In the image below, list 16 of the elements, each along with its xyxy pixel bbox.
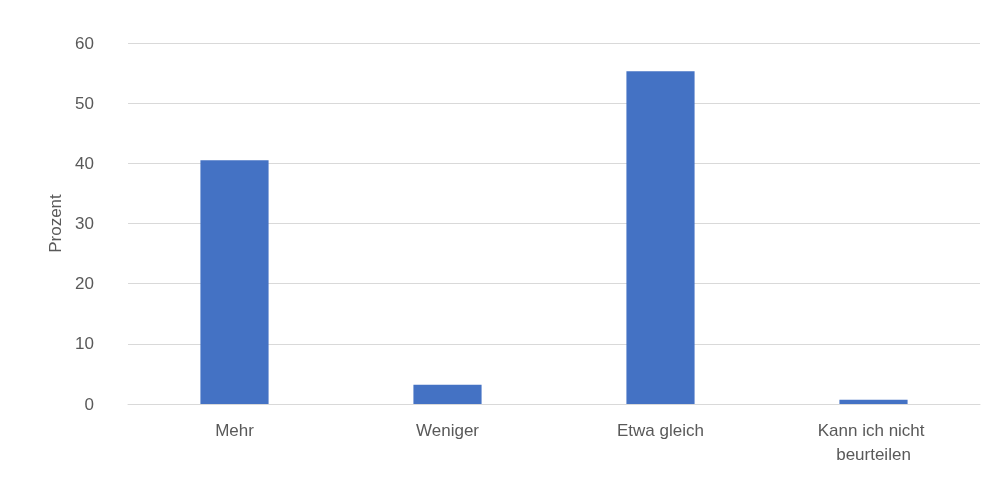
x-tick-label: Etwa gleich <box>617 420 704 440</box>
bar <box>200 160 269 404</box>
bar <box>839 399 908 404</box>
bar <box>626 71 695 404</box>
bar <box>413 384 482 404</box>
y-tick-label: 20 <box>75 274 94 294</box>
y-axis-title: Prozent <box>46 193 66 253</box>
y-tick-label: 10 <box>75 334 94 354</box>
y-tick-label: 50 <box>75 93 94 113</box>
x-tick-label: Weniger <box>416 420 480 440</box>
x-tick-label: Kann ich nicht beurteilen <box>817 420 930 464</box>
y-tick-label: 0 <box>84 394 94 414</box>
y-tick-label: 60 <box>75 33 94 53</box>
x-tick-label: Mehr <box>215 420 255 440</box>
y-tick-label: 40 <box>75 153 94 173</box>
y-tick-label: 30 <box>75 214 94 233</box>
